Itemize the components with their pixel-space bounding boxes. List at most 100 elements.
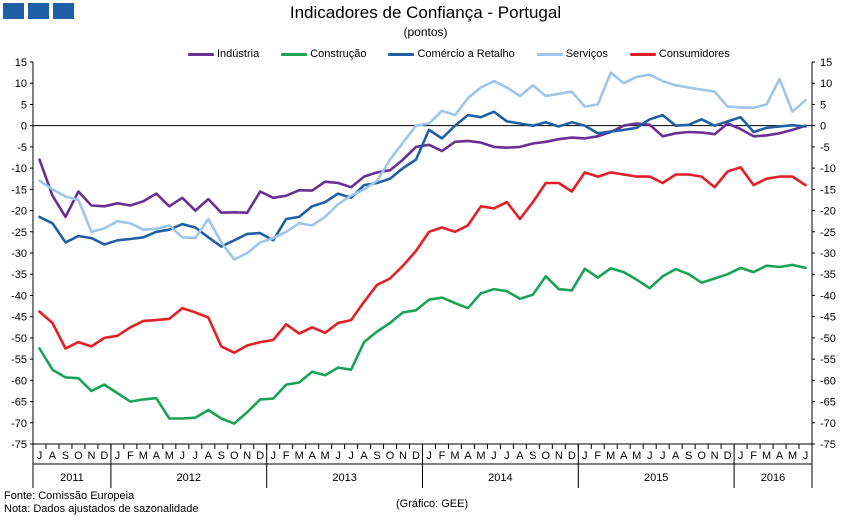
x-month-label: J xyxy=(115,450,121,462)
y-tick-label-right: -20 xyxy=(820,206,836,218)
x-month-label: J xyxy=(193,450,199,462)
x-month-label: A xyxy=(516,450,524,462)
y-tick-label-left: -20 xyxy=(11,206,27,218)
x-month-label: J xyxy=(504,450,510,462)
legend-swatch-comercio xyxy=(388,52,415,56)
y-tick-label-left: -25 xyxy=(11,227,27,239)
x-month-label: M xyxy=(165,450,174,462)
x-year-label: 2013 xyxy=(332,472,356,484)
legend-swatch-industria xyxy=(188,52,214,56)
x-month-label: F xyxy=(750,450,757,462)
x-month-label: M xyxy=(476,450,485,462)
x-year-label: 2016 xyxy=(761,472,785,484)
x-month-label: J xyxy=(582,450,588,462)
y-tick-label-right: -75 xyxy=(820,439,836,451)
x-month-label: N xyxy=(555,450,563,462)
x-month-label: D xyxy=(412,450,420,462)
legend-label-comercio: Comércio a Retalho xyxy=(417,48,515,60)
x-month-label: D xyxy=(568,450,576,462)
x-month-label: S xyxy=(218,450,225,462)
x-year-label: 2015 xyxy=(644,472,668,484)
x-year-label: 2014 xyxy=(488,472,512,484)
x-year-label: 2011 xyxy=(60,472,84,484)
x-month-label: S xyxy=(62,450,69,462)
y-tick-label-left: -60 xyxy=(11,375,27,387)
x-month-label: J xyxy=(803,450,809,462)
x-month-label: A xyxy=(672,450,680,462)
legend-label-construcao: Construção xyxy=(310,48,367,60)
y-tick-label-right: -55 xyxy=(820,354,836,366)
x-month-label: J xyxy=(348,450,354,462)
legend-swatch-construcao xyxy=(281,52,308,56)
y-tick-label-left: -15 xyxy=(11,184,27,196)
x-month-label: J xyxy=(37,450,43,462)
y-tick-label-left: 10 xyxy=(15,78,27,90)
x-month-label: A xyxy=(308,450,316,462)
x-month-label: J xyxy=(738,450,744,462)
legend-label-servicos: Serviços xyxy=(565,48,608,60)
adjustment-note: Nota: Dados ajustados de sazonalidade xyxy=(4,503,199,515)
x-month-label: M xyxy=(788,450,797,462)
x-month-label: J xyxy=(491,450,497,462)
x-month-label: N xyxy=(399,450,407,462)
y-tick-label-right: -40 xyxy=(820,290,836,302)
y-tick-label-right: 0 xyxy=(820,121,826,133)
x-month-label: F xyxy=(127,450,134,462)
series-line-servicos xyxy=(38,71,807,261)
y-tick-label-left: -35 xyxy=(11,269,27,281)
y-tick-label-left: -45 xyxy=(11,312,27,324)
y-tick-label-right: -25 xyxy=(820,227,836,239)
x-month-label: A xyxy=(49,450,57,462)
x-month-label: M xyxy=(632,450,641,462)
x-month-label: S xyxy=(373,450,380,462)
x-month-label: M xyxy=(606,450,615,462)
logo-block-1 xyxy=(3,3,24,19)
x-month-label: A xyxy=(620,450,628,462)
y-tick-label-left: -30 xyxy=(11,248,27,260)
x-month-label: J xyxy=(335,450,341,462)
chart-title: Indicadores de Confiança - Portugal xyxy=(289,3,562,22)
x-month-label: S xyxy=(529,450,536,462)
x-month-label: J xyxy=(180,450,186,462)
x-month-label: M xyxy=(762,450,771,462)
y-tick-label-left: -70 xyxy=(11,418,27,430)
y-tick-label-right: -30 xyxy=(820,248,836,260)
x-month-label: O xyxy=(230,450,239,462)
x-month-label: N xyxy=(87,450,95,462)
legend-label-industria: Indústria xyxy=(217,48,260,60)
source-note: Fonte: Comissão Europeia xyxy=(4,490,135,502)
y-tick-label-right: 10 xyxy=(820,78,832,90)
y-tick-label-right: -35 xyxy=(820,269,836,281)
series-line-industria xyxy=(38,122,807,219)
x-month-label: J xyxy=(660,450,666,462)
x-month-label: A xyxy=(776,450,784,462)
series-line-consumidores xyxy=(38,166,807,355)
y-tick-label-right: 15 xyxy=(820,57,832,69)
legend-item-servicos: Serviços xyxy=(536,48,608,60)
legend-item-industria: Indústria xyxy=(188,48,259,60)
x-month-label: M xyxy=(450,450,459,462)
x-month-label: O xyxy=(74,450,83,462)
series-line-construcao xyxy=(38,263,807,425)
y-tick-label-right: -15 xyxy=(820,184,836,196)
x-year-label: 2012 xyxy=(177,472,201,484)
y-tick-label-left: -10 xyxy=(11,163,27,175)
x-month-label: F xyxy=(439,450,446,462)
x-month-label: O xyxy=(542,450,551,462)
y-tick-label-left: -5 xyxy=(17,142,27,154)
legend-label-consumidores: Consumidores xyxy=(658,48,730,60)
x-month-label: O xyxy=(697,450,706,462)
legend-item-construcao: Construção xyxy=(281,48,366,60)
x-month-label: M xyxy=(321,450,330,462)
x-month-label: O xyxy=(386,450,395,462)
legend-item-comercio: Comércio a Retalho xyxy=(388,48,515,60)
x-month-label: A xyxy=(360,450,368,462)
chart-subtitle: (pontos) xyxy=(403,25,448,39)
x-month-label: F xyxy=(594,450,601,462)
x-month-label: J xyxy=(647,450,653,462)
y-tick-label-left: -65 xyxy=(11,397,27,409)
y-tick-label-left: -75 xyxy=(11,439,27,451)
y-tick-label-right: -70 xyxy=(820,418,836,430)
legend-swatch-consumidores xyxy=(629,52,656,56)
legend-item-consumidores: Consumidores xyxy=(629,48,730,60)
